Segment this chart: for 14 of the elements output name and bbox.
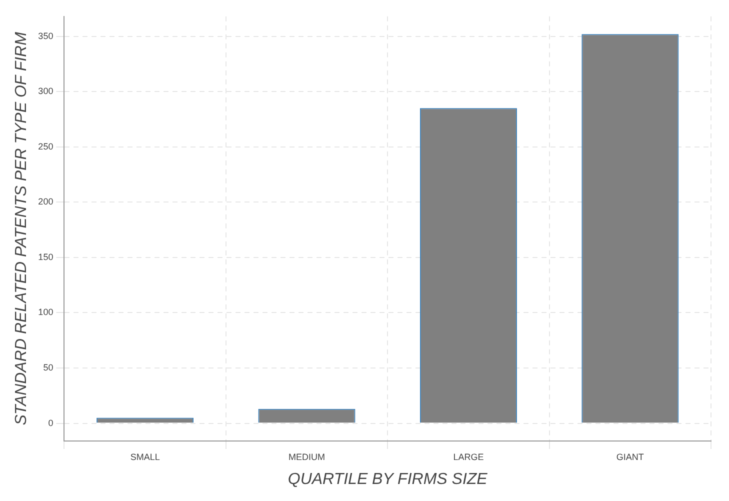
x-tick-label: MEDIUM xyxy=(288,452,326,462)
x-tick-label: GIANT xyxy=(616,452,644,462)
y-tick-label: 0 xyxy=(48,418,54,428)
x-tick-label: LARGE xyxy=(453,452,484,462)
y-tick-label: 100 xyxy=(38,307,54,318)
x-tick-label: SMALL xyxy=(130,452,160,462)
y-tick-label: 200 xyxy=(38,196,54,207)
y-tick-label: 150 xyxy=(38,252,54,262)
x-axis-title: QUARTILE BY FIRMS SIZE xyxy=(288,470,488,488)
y-tick-label: 300 xyxy=(38,86,54,96)
y-tick-label: 350 xyxy=(38,30,54,41)
y-tick-label: 50 xyxy=(43,362,54,373)
y-tick-label: 250 xyxy=(38,141,54,152)
y-axis-title: STANDARD RELATED PATENTS PER TYPE OF FIRM xyxy=(13,31,30,426)
